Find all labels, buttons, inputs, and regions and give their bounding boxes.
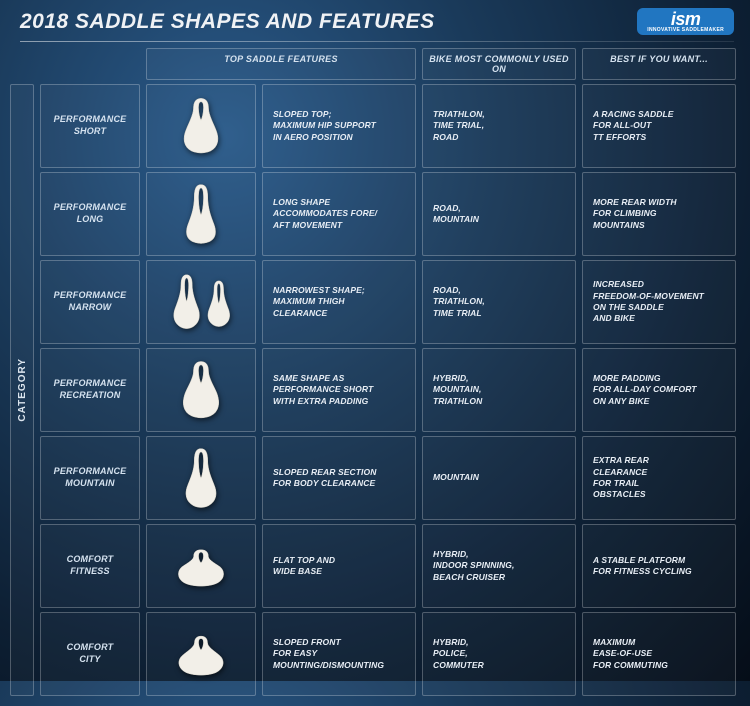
row-1-best: MORE REAR WIDTHFOR CLIMBINGMOUNTAINS bbox=[582, 172, 736, 256]
row-2-features: NARROWEST SHAPE;MAXIMUM THIGHCLEARANCE bbox=[262, 260, 416, 344]
row-3-best: MORE PADDINGFOR ALL-DAY COMFORTON ANY BI… bbox=[582, 348, 736, 432]
row-2-name: PERFORMANCENARROW bbox=[40, 260, 140, 344]
row-6-bike: HYBRID,POLICE,COMMUTER bbox=[422, 612, 576, 696]
row-6-saddle-icon bbox=[146, 612, 256, 696]
row-6-best: MAXIMUMEASE-OF-USEFOR COMMUTING bbox=[582, 612, 736, 696]
row-0-saddle-icon bbox=[146, 84, 256, 168]
page-title: 2018 SADDLE SHAPES AND FEATURES bbox=[20, 10, 435, 34]
category-axis-label: CATEGORY bbox=[10, 84, 34, 696]
row-1-features: LONG SHAPEACCOMMODATES FORE/AFT MOVEMENT bbox=[262, 172, 416, 256]
row-6-features: SLOPED FRONTFOR EASYMOUNTING/DISMOUNTING bbox=[262, 612, 416, 696]
brand-logo: ism INNOVATIVE SADDLEMAKER bbox=[637, 8, 734, 35]
row-0-bike: TRIATHLON,TIME TRIAL,ROAD bbox=[422, 84, 576, 168]
row-4-saddle-icon bbox=[146, 436, 256, 520]
row-3-features: SAME SHAPE ASPERFORMANCE SHORTWITH EXTRA… bbox=[262, 348, 416, 432]
row-5-best: A STABLE PLATFORMFOR FITNESS CYCLING bbox=[582, 524, 736, 608]
logo-text: ism bbox=[647, 10, 724, 28]
row-4-features: SLOPED REAR SECTIONFOR BODY CLEARANCE bbox=[262, 436, 416, 520]
row-2-best: INCREASEDFREEDOM-OF-MOVEMENTON THE SADDL… bbox=[582, 260, 736, 344]
row-1-bike: ROAD,MOUNTAIN bbox=[422, 172, 576, 256]
row-3-name: PERFORMANCERECREATION bbox=[40, 348, 140, 432]
row-2-saddle-icon bbox=[146, 260, 256, 344]
row-4-name: PERFORMANCEMOUNTAIN bbox=[40, 436, 140, 520]
row-5-bike: HYBRID,INDOOR SPINNING,BEACH CRUISER bbox=[422, 524, 576, 608]
row-5-features: FLAT TOP ANDWIDE BASE bbox=[262, 524, 416, 608]
category-axis-text: CATEGORY bbox=[17, 358, 28, 422]
col-header-features: TOP SADDLE FEATURES bbox=[146, 48, 416, 80]
col-header-best: BEST IF YOU WANT... bbox=[582, 48, 736, 80]
col-header-bike: BIKE MOST COMMONLY USED ON bbox=[422, 48, 576, 80]
row-0-features: SLOPED TOP;MAXIMUM HIP SUPPORTIN AERO PO… bbox=[262, 84, 416, 168]
row-3-saddle-icon bbox=[146, 348, 256, 432]
row-5-name: COMFORTFITNESS bbox=[40, 524, 140, 608]
row-3-bike: HYBRID,MOUNTAIN,TRIATHLON bbox=[422, 348, 576, 432]
title-divider bbox=[20, 41, 734, 42]
row-2-bike: ROAD,TRIATHLON,TIME TRIAL bbox=[422, 260, 576, 344]
row-1-name: PERFORMANCELONG bbox=[40, 172, 140, 256]
row-4-bike: MOUNTAIN bbox=[422, 436, 576, 520]
row-1-saddle-icon bbox=[146, 172, 256, 256]
row-0-name: PERFORMANCESHORT bbox=[40, 84, 140, 168]
row-4-best: EXTRA REARCLEARANCEFOR TRAILOBSTACLES bbox=[582, 436, 736, 520]
logo-subtitle: INNOVATIVE SADDLEMAKER bbox=[647, 28, 724, 33]
row-5-saddle-icon bbox=[146, 524, 256, 608]
row-0-best: A RACING SADDLEFOR ALL-OUTTT EFFORTS bbox=[582, 84, 736, 168]
row-6-name: COMFORTCITY bbox=[40, 612, 140, 696]
